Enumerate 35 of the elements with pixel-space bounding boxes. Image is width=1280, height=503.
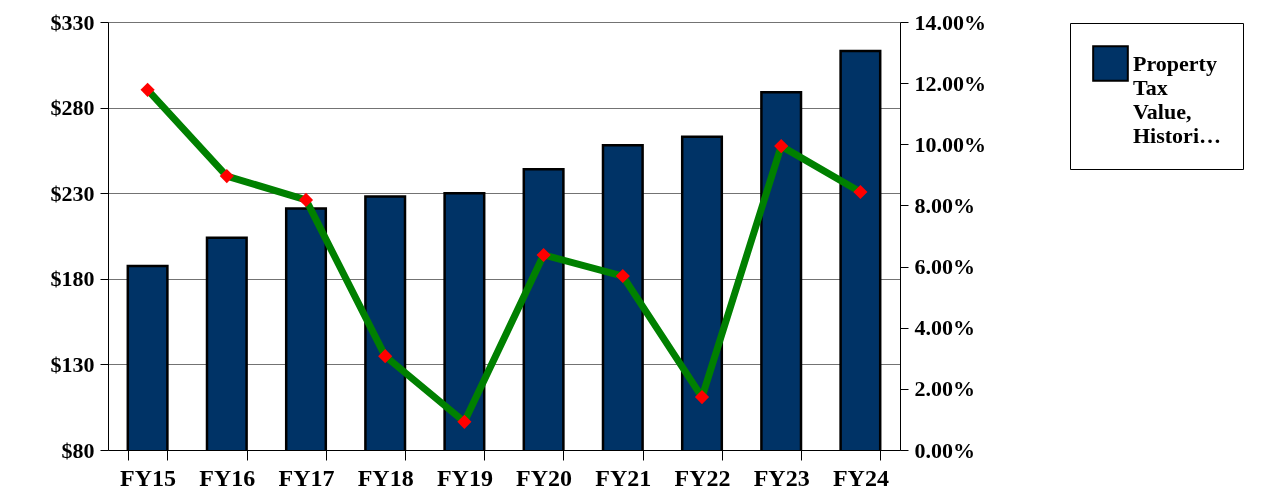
point	[378, 349, 393, 364]
point	[140, 82, 155, 97]
point	[298, 192, 314, 207]
x-tick-label: FY20	[516, 464, 573, 491]
point	[536, 247, 551, 263]
x-tick-label: FY24	[832, 464, 889, 491]
y2-tick-label: 14.00%	[914, 9, 986, 35]
y-tick-label: $130	[50, 351, 95, 377]
x-tick-label: FY23	[753, 464, 810, 491]
y2-tick-label: 6.00%	[914, 254, 975, 280]
x-tick-label: FY18	[357, 464, 414, 491]
y-tick-label: $180	[50, 266, 95, 292]
x-tick-label: FY19	[436, 464, 493, 491]
y2-tick-label: 4.00%	[914, 315, 975, 341]
legend-label: Property Tax Value, Histori…	[1133, 50, 1221, 148]
x-tick-label: FY16	[199, 464, 256, 491]
point	[853, 184, 868, 200]
y2-tick-label: 10.00%	[914, 131, 986, 157]
x-tick-label: FY21	[595, 464, 652, 491]
point	[615, 268, 630, 284]
x-tick-label: FY22	[674, 464, 731, 491]
y2-tick-label: 8.00%	[914, 192, 975, 218]
y-tick-label: $280	[50, 95, 95, 121]
x-tick-label: FY17	[278, 464, 335, 491]
point	[219, 169, 234, 184]
y2-tick-label: 12.00%	[914, 70, 986, 96]
y-tick-label: $330	[50, 9, 95, 35]
y-tick-label: $80	[61, 437, 95, 463]
y2-tick-label: 0.00%	[914, 437, 975, 463]
point	[457, 414, 472, 429]
y2-tick-label: 2.00%	[914, 376, 975, 402]
y-tick-label: $230	[50, 180, 95, 206]
point	[694, 390, 710, 405]
point	[774, 139, 789, 154]
x-tick-label: FY15	[120, 464, 177, 491]
